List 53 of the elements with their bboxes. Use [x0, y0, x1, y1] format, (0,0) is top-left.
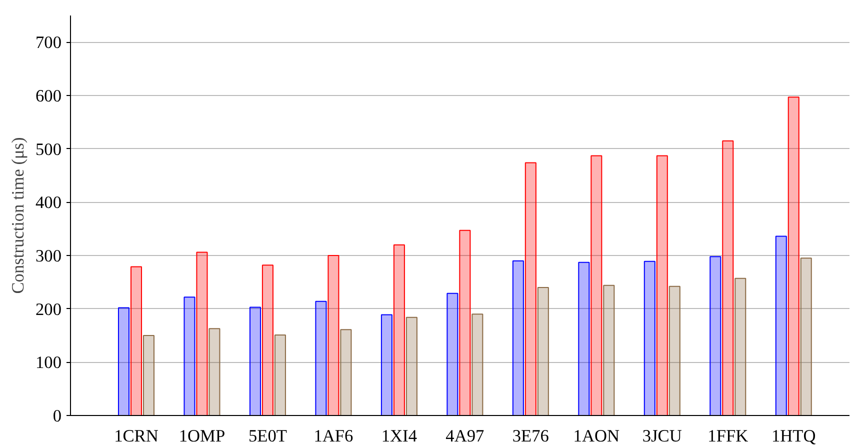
bar	[393, 244, 405, 416]
bar	[734, 278, 746, 416]
bar	[656, 155, 668, 416]
bar	[340, 329, 352, 416]
bar	[130, 266, 142, 416]
bar	[208, 328, 220, 416]
bar	[775, 236, 787, 416]
bar	[512, 260, 524, 416]
bar	[249, 306, 261, 416]
bar	[118, 307, 130, 416]
bar	[196, 252, 208, 416]
y-tick-label: 100	[36, 353, 62, 372]
y-tick-label: 200	[36, 300, 62, 319]
x-tick-label: 1CRN	[114, 426, 159, 446]
bar	[722, 140, 734, 416]
x-tick-label: 1AON	[573, 426, 620, 446]
x-tick-label: 1XI4	[381, 426, 418, 446]
bar	[524, 162, 536, 416]
bar	[406, 316, 418, 416]
y-tick-label: 600	[36, 86, 62, 106]
x-tick-label: 1AF6	[314, 426, 354, 446]
y-tick-label: 0	[52, 406, 62, 426]
bar	[668, 286, 680, 416]
bar	[472, 314, 484, 416]
bar	[537, 287, 549, 416]
x-tick-label: 3E76	[512, 426, 550, 446]
y-tick-label: 300	[36, 246, 62, 266]
y-axis-title: Construction time (μs)	[8, 136, 28, 294]
bar	[788, 96, 800, 416]
bar	[315, 300, 327, 416]
bar	[142, 335, 154, 416]
bar	[800, 258, 812, 416]
bar	[603, 284, 615, 416]
y-tick-label: 500	[36, 140, 62, 159]
y-tick-label: 700	[36, 33, 62, 52]
x-tick-label: 5E0T	[248, 426, 288, 446]
bar	[644, 260, 656, 416]
bar	[380, 314, 392, 416]
bar	[184, 296, 196, 416]
bar	[710, 256, 722, 416]
bar	[459, 230, 471, 416]
x-tick-label: 1FFK	[708, 426, 749, 446]
x-tick-label: 1HTQ	[771, 426, 816, 446]
bar	[578, 262, 590, 416]
y-tick-label: 400	[36, 193, 62, 212]
x-tick-label: 1OMP	[178, 426, 226, 446]
bar	[446, 292, 458, 416]
bar	[328, 255, 340, 416]
x-tick-label: 3JCU	[642, 426, 682, 446]
x-tick-label: 4A97	[446, 426, 485, 446]
bar	[274, 334, 286, 416]
bar	[590, 155, 602, 416]
bar	[262, 264, 274, 416]
